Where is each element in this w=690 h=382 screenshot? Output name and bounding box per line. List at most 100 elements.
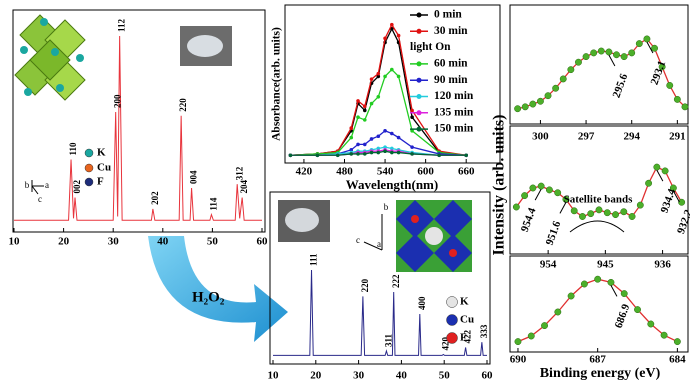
peak-arrow	[608, 54, 616, 67]
legend-marker	[416, 77, 422, 83]
peak-label: 110	[68, 142, 78, 156]
series-marker	[369, 101, 374, 106]
series-marker	[647, 320, 655, 328]
peak-label: 112	[117, 18, 127, 32]
series-marker	[559, 75, 567, 83]
plot-frame	[509, 4, 689, 125]
inset-axis-label: c	[38, 194, 42, 204]
series-line	[517, 278, 678, 343]
series-marker	[376, 150, 381, 155]
inset-axis-label: c	[356, 235, 360, 245]
series-marker	[635, 40, 643, 48]
inset-axis-label: b	[25, 180, 30, 190]
series-marker	[390, 131, 394, 136]
series-line	[290, 146, 467, 156]
x-tick-label: 10	[9, 236, 21, 248]
series-marker	[396, 150, 401, 155]
series-marker	[529, 184, 537, 192]
peak-label: 111	[309, 253, 319, 266]
series-marker	[658, 63, 666, 71]
peak-label: 954.4	[519, 206, 539, 234]
series-marker	[437, 153, 441, 158]
series-marker	[396, 135, 401, 140]
series-marker	[567, 292, 575, 300]
x-tick-label: 294	[623, 131, 640, 143]
inset-legend-dot	[84, 163, 94, 173]
inset-axis-label: b	[384, 202, 389, 212]
peak-label: 204	[239, 180, 249, 194]
series-marker	[544, 92, 552, 100]
series-marker	[349, 148, 354, 152]
inset-legend-dot	[84, 177, 94, 187]
inset-legend-label: F	[97, 176, 104, 188]
series-marker	[552, 84, 560, 92]
y-axis-label: Absorbance(arb. units)	[271, 27, 283, 141]
series-marker	[356, 99, 360, 103]
peak-label: 200	[113, 94, 123, 108]
peak-label: 932.2	[675, 208, 690, 236]
peak-label: 293.1	[649, 59, 669, 86]
legend-marker	[416, 28, 422, 34]
series-marker	[390, 150, 394, 155]
series-marker	[575, 58, 582, 66]
annotation: Satellite bands	[564, 194, 633, 206]
series-marker	[580, 280, 588, 288]
series-marker	[613, 51, 620, 59]
series-marker	[536, 97, 544, 105]
series-marker	[570, 207, 578, 215]
series-marker	[594, 275, 602, 283]
plot-frame	[284, 4, 501, 164]
reaction-label: H₂O₂	[192, 289, 225, 305]
peak-label: 420	[440, 336, 450, 350]
peak-arrow	[656, 169, 664, 182]
plot-frame	[12, 9, 266, 233]
series-marker	[567, 66, 575, 74]
series-marker	[645, 179, 653, 187]
peak-label: 333	[479, 324, 489, 338]
series-marker	[464, 153, 468, 158]
x-tick-label: 30	[353, 370, 365, 382]
series-marker	[390, 22, 394, 27]
series-marker	[620, 290, 628, 298]
series-marker	[369, 150, 374, 155]
series-marker	[636, 201, 644, 209]
series-marker	[356, 115, 360, 119]
series-marker	[335, 153, 340, 158]
series-marker	[369, 137, 374, 141]
reaction-arrow	[148, 236, 288, 342]
peak-label: 220	[360, 278, 370, 292]
x-tick-label: 936	[654, 259, 671, 271]
series-marker	[362, 108, 367, 113]
x-tick-label: 420	[296, 166, 313, 178]
peak-label: 220	[178, 98, 188, 112]
legend-label: 30 min	[434, 25, 468, 37]
series-marker	[514, 338, 522, 346]
series-marker	[376, 95, 381, 99]
series-marker	[410, 129, 414, 133]
series-line	[273, 269, 487, 356]
series-line	[14, 35, 262, 221]
x-tick-label: 20	[310, 370, 322, 382]
series-marker	[362, 142, 367, 147]
inset-legend-dot	[446, 332, 458, 344]
legend-marker	[416, 12, 422, 18]
legend-label: 150 min	[434, 123, 474, 135]
peak-label: 202	[150, 191, 160, 205]
series-marker	[660, 331, 668, 339]
series-marker	[673, 95, 681, 103]
series-marker	[390, 146, 394, 151]
plot-frame	[269, 191, 491, 365]
series-marker	[628, 213, 636, 220]
x-tick-label: 60	[482, 370, 494, 382]
peak-label: 400	[417, 296, 427, 310]
peak-arrow	[646, 41, 654, 54]
series-line	[290, 150, 467, 156]
inset-legend-label: K	[460, 296, 469, 308]
inset-axis-label: a	[45, 180, 49, 190]
series-marker	[410, 152, 414, 156]
x-tick-label: 684	[669, 354, 686, 366]
inset-legend-label: K	[97, 147, 106, 159]
series-marker	[582, 53, 590, 61]
series-marker	[410, 145, 414, 149]
